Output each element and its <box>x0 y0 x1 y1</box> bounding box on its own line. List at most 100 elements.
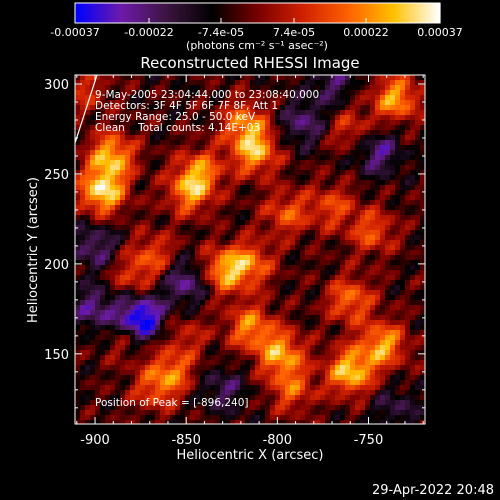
heatmap-pixel <box>370 365 376 371</box>
heatmap-pixel <box>80 385 86 391</box>
heatmap-pixel <box>240 175 246 181</box>
heatmap-pixel <box>350 230 356 236</box>
heatmap-pixel <box>275 255 281 261</box>
heatmap-pixel <box>90 385 96 391</box>
heatmap-pixel <box>235 385 241 391</box>
heatmap-pixel <box>415 110 421 116</box>
heatmap-pixel <box>370 135 376 141</box>
heatmap-pixel <box>380 75 386 81</box>
heatmap-pixel <box>370 390 376 396</box>
heatmap-pixel <box>180 380 186 386</box>
heatmap-pixel <box>235 310 241 316</box>
heatmap-pixel <box>330 235 336 241</box>
heatmap-pixel <box>350 110 356 116</box>
heatmap-pixel <box>130 180 136 186</box>
heatmap-pixel <box>160 225 166 231</box>
heatmap-pixel <box>130 285 136 291</box>
heatmap-pixel <box>260 235 266 241</box>
heatmap-pixel <box>110 145 116 151</box>
heatmap-pixel <box>400 260 406 266</box>
heatmap-pixel <box>235 235 241 241</box>
heatmap-pixel <box>345 370 351 376</box>
heatmap-pixel <box>415 375 421 381</box>
heatmap-pixel <box>280 355 286 361</box>
heatmap-pixel <box>215 200 221 206</box>
heatmap-pixel <box>100 200 106 206</box>
heatmap-pixel <box>335 310 341 316</box>
heatmap-pixel <box>420 85 425 91</box>
heatmap-pixel <box>85 90 91 96</box>
heatmap-pixel <box>195 95 201 101</box>
heatmap-pixel <box>225 390 231 396</box>
colorbar-cell <box>237 3 241 23</box>
heatmap-pixel <box>405 335 411 341</box>
heatmap-pixel <box>145 295 151 301</box>
heatmap-pixel <box>330 270 336 276</box>
heatmap-pixel <box>310 365 316 371</box>
heatmap-pixel <box>100 350 106 356</box>
heatmap-pixel <box>185 235 191 241</box>
heatmap-pixel <box>180 275 186 281</box>
heatmap-pixel <box>215 255 221 261</box>
heatmap-pixel <box>205 340 211 346</box>
heatmap-pixel <box>340 75 346 81</box>
heatmap-pixel <box>320 135 326 141</box>
heatmap-pixel <box>110 380 116 386</box>
heatmap-pixel <box>310 335 316 341</box>
heatmap-pixel <box>120 135 126 141</box>
heatmap-pixel <box>310 255 316 261</box>
heatmap-pixel <box>375 345 381 351</box>
heatmap-pixel <box>210 410 216 416</box>
heatmap-pixel <box>385 115 391 121</box>
heatmap-pixel <box>385 135 391 141</box>
heatmap-pixel <box>295 290 301 296</box>
heatmap-pixel <box>335 140 341 146</box>
heatmap-pixel <box>90 380 96 386</box>
heatmap-pixel <box>360 165 366 171</box>
heatmap-pixel <box>185 280 191 286</box>
heatmap-pixel <box>150 380 156 386</box>
heatmap-pixel <box>215 290 221 296</box>
heatmap-pixel <box>200 335 206 341</box>
colorbar-cell <box>307 3 311 23</box>
heatmap-pixel <box>415 170 421 176</box>
heatmap-pixel <box>365 305 371 311</box>
heatmap-pixel <box>115 300 121 306</box>
heatmap-pixel <box>360 280 366 286</box>
heatmap-pixel <box>275 135 281 141</box>
heatmap-pixel <box>400 295 406 301</box>
heatmap-pixel <box>410 385 416 391</box>
heatmap-pixel <box>120 165 126 171</box>
heatmap-pixel <box>270 135 276 141</box>
heatmap-pixel <box>105 340 111 346</box>
heatmap-pixel <box>170 315 176 321</box>
heatmap-pixel <box>185 405 191 411</box>
heatmap-pixel <box>80 175 86 181</box>
heatmap-pixel <box>410 410 416 416</box>
heatmap-pixel <box>310 265 316 271</box>
colorbar-cell <box>375 3 379 23</box>
colorbar-cell <box>322 3 326 23</box>
heatmap-pixel <box>280 100 286 106</box>
heatmap-pixel <box>405 125 411 131</box>
heatmap-pixel <box>315 390 321 396</box>
heatmap-pixel <box>125 195 131 201</box>
heatmap-pixel <box>410 230 416 236</box>
heatmap-pixel <box>230 220 236 226</box>
colorbar-tick-label: -7.4e-05 <box>198 26 244 39</box>
heatmap-pixel <box>200 305 206 311</box>
heatmap-pixel <box>205 405 211 411</box>
heatmap-pixel <box>290 395 296 401</box>
heatmap-pixel <box>90 260 96 266</box>
heatmap-pixel <box>145 320 151 326</box>
heatmap-pixel <box>310 405 316 411</box>
colorbar-cell <box>377 3 381 23</box>
heatmap-pixel <box>150 80 156 86</box>
heatmap-pixel <box>185 290 191 296</box>
heatmap-pixel <box>165 245 171 251</box>
heatmap-pixel <box>360 310 366 316</box>
heatmap-pixel <box>130 270 136 276</box>
heatmap-pixel <box>330 80 336 86</box>
heatmap-pixel <box>370 105 376 111</box>
heatmap-pixel <box>95 355 101 361</box>
